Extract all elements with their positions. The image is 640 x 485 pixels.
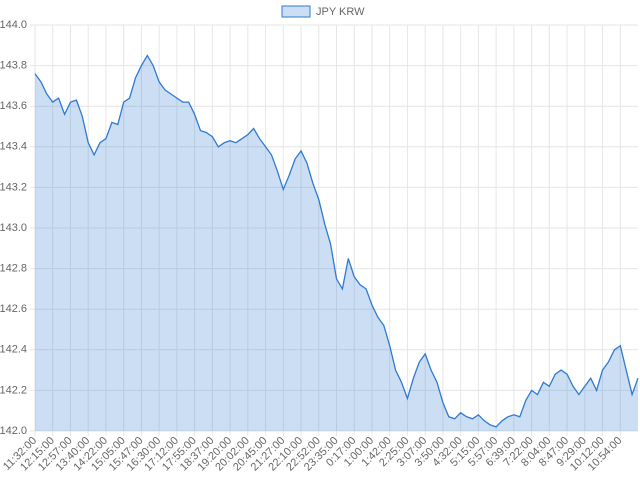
y-tick-label: 144.0 bbox=[0, 19, 27, 31]
y-tick-label: 142.8 bbox=[0, 263, 27, 275]
y-tick-label: 143.4 bbox=[0, 141, 27, 153]
y-tick-label: 143.6 bbox=[0, 100, 27, 112]
y-tick-label: 143.2 bbox=[0, 181, 27, 193]
y-tick-label: 142.2 bbox=[0, 384, 27, 396]
area bbox=[35, 55, 638, 431]
y-tick-label: 142.6 bbox=[0, 303, 27, 315]
line bbox=[34, 54, 639, 428]
y-tick-label: 142.4 bbox=[0, 344, 27, 356]
y-tick-label: 142.0 bbox=[0, 425, 27, 437]
y-tick-label: 143.8 bbox=[0, 60, 27, 72]
legend-label: JPY KRW bbox=[316, 6, 365, 18]
legend-swatch bbox=[281, 5, 311, 18]
y-tick-label: 143.0 bbox=[0, 222, 27, 234]
